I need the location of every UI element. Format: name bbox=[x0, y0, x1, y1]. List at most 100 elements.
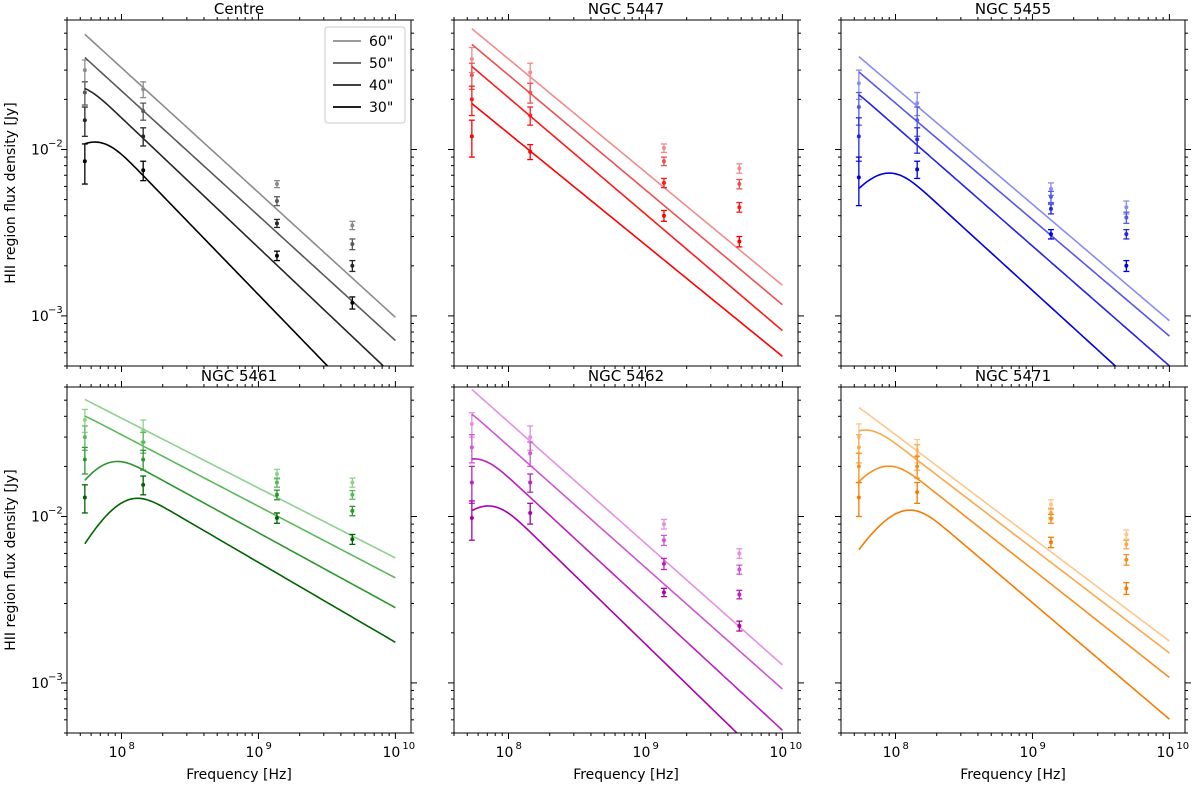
data-point bbox=[350, 263, 355, 268]
data-point bbox=[915, 464, 920, 469]
x-tick-label: 10 bbox=[382, 745, 400, 761]
data-point bbox=[469, 445, 474, 450]
fit-line-30arcsec bbox=[471, 102, 783, 357]
data-point bbox=[1124, 586, 1129, 591]
fit-line-50arcsec bbox=[471, 43, 783, 306]
data-point bbox=[1124, 542, 1129, 547]
fit-line-50arcsec bbox=[471, 413, 783, 690]
legend-box bbox=[324, 26, 406, 124]
data-point bbox=[141, 134, 146, 139]
legend-label: 60" bbox=[369, 34, 393, 50]
panel-ngc-5455: NGC 5455 bbox=[835, 0, 1191, 372]
data-point bbox=[82, 495, 87, 500]
legend: 60" 50" 40" 30" bbox=[324, 26, 406, 124]
data-point bbox=[856, 134, 861, 139]
panel-title: NGC 5461 bbox=[201, 367, 277, 385]
data-point bbox=[1124, 532, 1129, 537]
fit-line-30arcsec bbox=[858, 172, 1117, 366]
fit-line-50arcsec bbox=[858, 71, 1170, 337]
panel-frame bbox=[66, 19, 412, 367]
data-point bbox=[737, 567, 742, 572]
fit-line-40arcsec bbox=[858, 465, 1170, 679]
data-point bbox=[856, 464, 861, 469]
data-point bbox=[856, 445, 861, 450]
data-point bbox=[469, 73, 474, 78]
x-tick-label: 10 bbox=[109, 745, 127, 761]
x-tick-label: 10 bbox=[883, 745, 901, 761]
fit-line-40arcsec bbox=[84, 87, 385, 366]
legend-label: 40" bbox=[369, 78, 393, 94]
data-point bbox=[141, 87, 146, 92]
panel-title: NGC 5471 bbox=[975, 367, 1051, 385]
y-tick-label-exponent: −3 bbox=[48, 305, 63, 316]
data-point bbox=[82, 90, 87, 95]
fit-line-30arcsec bbox=[84, 141, 329, 366]
data-point bbox=[141, 168, 146, 173]
x-tick-label-exponent: 8 bbox=[128, 741, 134, 752]
data-point bbox=[350, 537, 355, 542]
data-point bbox=[661, 561, 666, 566]
y-tick-label: 10 bbox=[31, 676, 49, 692]
panel-title: NGC 5462 bbox=[588, 367, 664, 385]
data-point bbox=[856, 105, 861, 110]
fit-line-60arcsec bbox=[858, 55, 1170, 322]
data-point bbox=[915, 167, 920, 172]
data-point bbox=[661, 522, 666, 527]
fit-line-60arcsec bbox=[471, 28, 783, 286]
panel-title: NGC 5455 bbox=[975, 0, 1051, 18]
data-point bbox=[856, 175, 861, 180]
data-point bbox=[661, 180, 666, 185]
panel-series bbox=[81, 33, 396, 366]
panel-title: Centre bbox=[214, 0, 264, 18]
data-point bbox=[528, 480, 533, 485]
panel-series bbox=[855, 55, 1170, 366]
data-point bbox=[661, 146, 666, 151]
x-tick-label-exponent: 9 bbox=[1039, 741, 1045, 752]
data-point bbox=[82, 435, 87, 440]
panel-title: NGC 5447 bbox=[588, 0, 664, 18]
data-point bbox=[528, 451, 533, 456]
data-point bbox=[274, 182, 279, 187]
legend-label: 30" bbox=[369, 100, 393, 116]
data-point bbox=[1048, 194, 1053, 199]
data-point bbox=[141, 440, 146, 445]
fit-line-30arcsec bbox=[858, 509, 1170, 720]
data-point bbox=[469, 480, 474, 485]
data-point bbox=[1048, 540, 1053, 545]
panel-series bbox=[81, 398, 396, 643]
data-point bbox=[141, 428, 146, 433]
data-point bbox=[661, 213, 666, 218]
x-tick-label: 10 bbox=[633, 745, 651, 761]
panel-frame bbox=[66, 386, 412, 734]
legend-label: 50" bbox=[369, 56, 393, 72]
data-point bbox=[528, 70, 533, 75]
x-axis-label: Frequency [Hz] bbox=[186, 767, 292, 783]
data-point bbox=[141, 482, 146, 487]
y-tick-label: 10 bbox=[31, 142, 49, 158]
data-point bbox=[737, 205, 742, 210]
data-point bbox=[528, 149, 533, 154]
data-point bbox=[661, 159, 666, 164]
x-axis-label: Frequency [Hz] bbox=[573, 767, 679, 783]
x-tick-label: 10 bbox=[496, 745, 514, 761]
data-point bbox=[274, 221, 279, 226]
data-point bbox=[661, 590, 666, 595]
fit-line-50arcsec bbox=[858, 429, 1170, 654]
x-tick-label-exponent: 9 bbox=[265, 741, 271, 752]
data-point bbox=[1124, 232, 1129, 237]
fit-line-30arcsec bbox=[471, 505, 739, 733]
data-point bbox=[1124, 205, 1129, 210]
panel-series bbox=[855, 407, 1170, 720]
y-axis-label: HII region flux density [Jy] bbox=[3, 469, 19, 651]
data-point bbox=[82, 418, 87, 423]
x-tick-label-exponent: 8 bbox=[902, 741, 908, 752]
data-point bbox=[274, 515, 279, 520]
data-point bbox=[737, 182, 742, 187]
data-point bbox=[469, 515, 474, 520]
panel-ngc-5447: NGC 5447 bbox=[448, 0, 804, 372]
y-axis-label: HII region flux density [Jy] bbox=[3, 102, 19, 284]
panel-frame bbox=[840, 386, 1186, 734]
